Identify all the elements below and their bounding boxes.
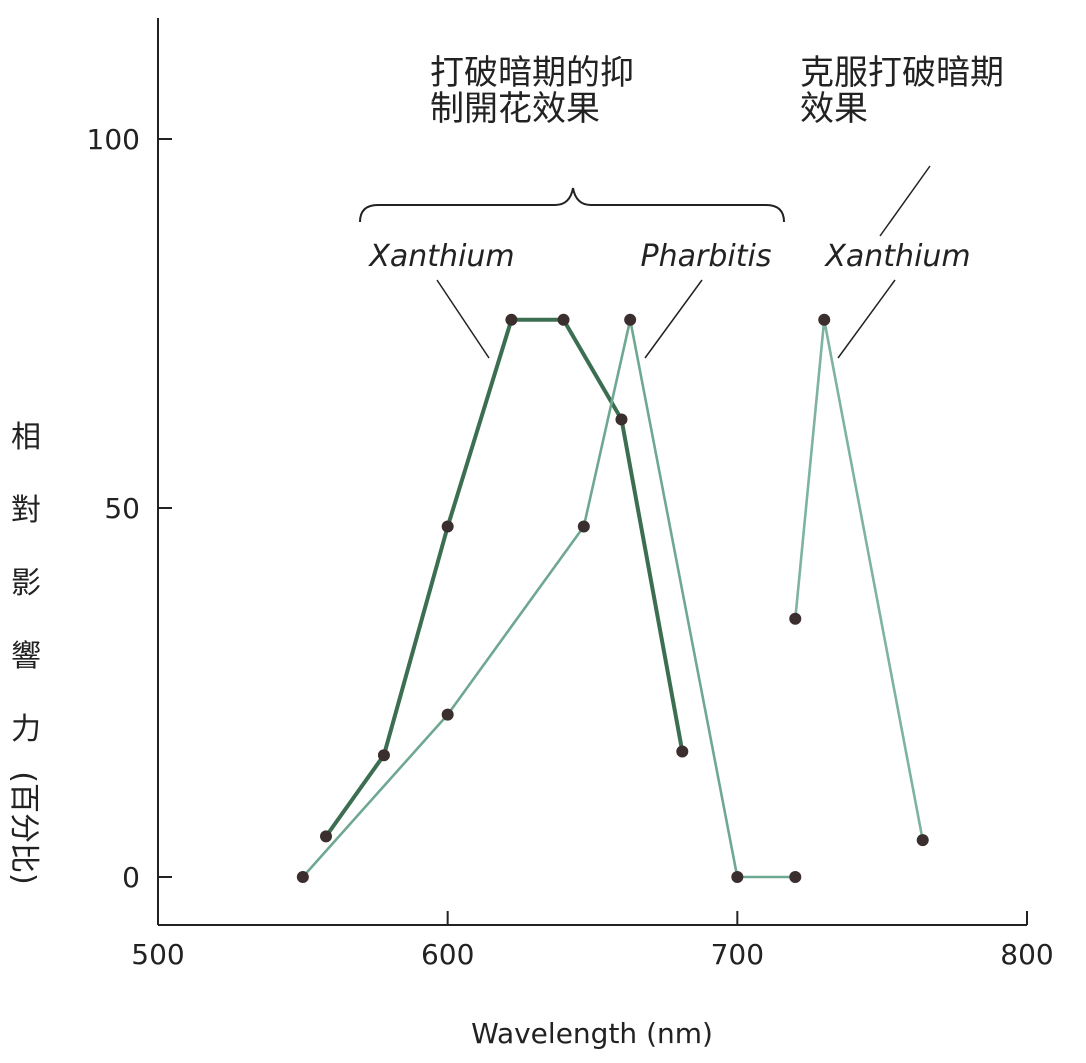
series-label-xanthium-left: Xanthium bbox=[367, 239, 514, 274]
y-axis-char-5: 力 bbox=[11, 712, 41, 747]
data-point bbox=[818, 313, 831, 326]
x-axis-title: Wavelength (nm) bbox=[471, 1017, 713, 1050]
data-point bbox=[624, 313, 637, 326]
data-point bbox=[789, 871, 802, 883]
leader-group-right bbox=[879, 165, 931, 237]
x-tick-label: 800 bbox=[1000, 938, 1053, 971]
series-line-2 bbox=[301, 318, 796, 879]
data-point bbox=[377, 749, 390, 762]
data-point bbox=[296, 871, 309, 883]
data-point bbox=[441, 708, 454, 721]
y-axis-char-2: 對 bbox=[11, 493, 41, 528]
y-axis-char-4: 響 bbox=[11, 639, 41, 674]
y-tick-label: 50 bbox=[104, 492, 140, 525]
series-line-3 bbox=[794, 318, 924, 841]
x-tick-label: 600 bbox=[421, 938, 474, 971]
series-label-xanthium-right: Xanthium bbox=[823, 239, 970, 274]
y-tick-label: 0 bbox=[122, 861, 140, 894]
group-label-right-line2: 效果 bbox=[800, 89, 868, 129]
data-point bbox=[505, 313, 518, 326]
leader-xanthium-right bbox=[837, 279, 896, 359]
data-point bbox=[320, 830, 333, 843]
x-tick-label: 700 bbox=[711, 938, 764, 971]
group-label-left-line1: 打破暗期的抑 bbox=[430, 53, 634, 93]
leader-xanthium-left bbox=[436, 279, 490, 359]
y-axis-percent-label: (百分比) bbox=[6, 771, 41, 884]
leader-pharbitis bbox=[644, 279, 703, 359]
series-label-pharbitis: Pharbitis bbox=[641, 239, 772, 274]
y-axis-char-3: 影 bbox=[11, 566, 41, 601]
data-point bbox=[615, 413, 628, 426]
data-point bbox=[577, 520, 590, 533]
group-brace bbox=[359, 187, 785, 223]
data-point bbox=[789, 612, 802, 625]
data-point bbox=[676, 745, 689, 758]
group-label-right-line1: 克服打破暗期 bbox=[800, 53, 1004, 93]
points-group bbox=[296, 313, 929, 883]
group-label-left-line2: 制開花效果 bbox=[430, 89, 600, 129]
ticks-group: 500 600 700 800 0 50 100 bbox=[87, 123, 1054, 971]
data-point bbox=[557, 313, 570, 326]
data-point bbox=[731, 871, 744, 883]
y-tick-label: 100 bbox=[87, 123, 140, 156]
series-group bbox=[301, 317, 924, 879]
y-axis-char-1: 相 bbox=[11, 420, 41, 455]
data-point bbox=[916, 834, 929, 847]
x-tick-label: 500 bbox=[131, 938, 184, 971]
data-point bbox=[441, 520, 454, 533]
